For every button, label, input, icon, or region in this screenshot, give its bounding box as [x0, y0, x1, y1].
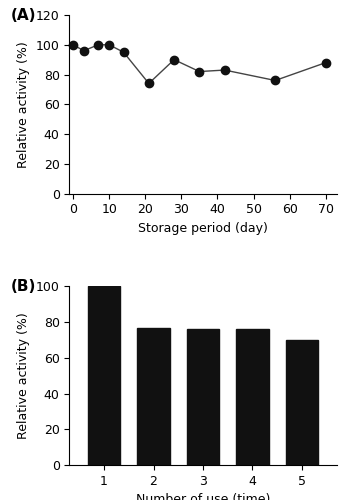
Y-axis label: Relative activity (%): Relative activity (%)	[17, 312, 30, 439]
X-axis label: Number of use (time): Number of use (time)	[136, 494, 270, 500]
Bar	[236, 330, 269, 465]
Y-axis label: Relative activity (%): Relative activity (%)	[17, 41, 30, 168]
Bar	[137, 328, 170, 465]
Bar	[187, 330, 219, 465]
Text: (B): (B)	[11, 280, 36, 294]
Text: (A): (A)	[11, 8, 36, 23]
Bar	[286, 340, 318, 465]
X-axis label: Storage period (day): Storage period (day)	[138, 222, 268, 235]
Bar	[88, 286, 120, 465]
